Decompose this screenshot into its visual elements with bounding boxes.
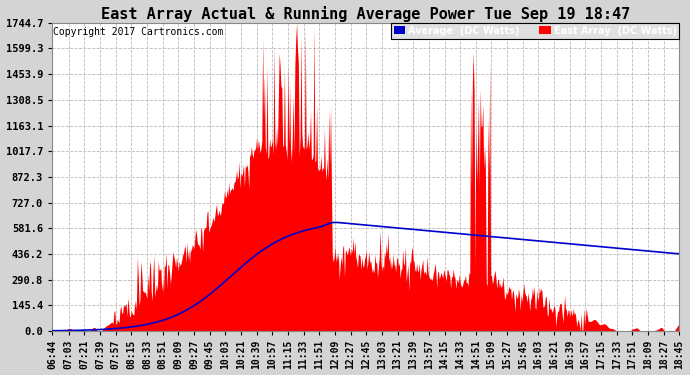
- Title: East Array Actual & Running Average Power Tue Sep 19 18:47: East Array Actual & Running Average Powe…: [101, 6, 631, 21]
- Legend: Average  (DC Watts), East Array  (DC Watts): Average (DC Watts), East Array (DC Watts…: [391, 23, 680, 39]
- Text: Copyright 2017 Cartronics.com: Copyright 2017 Cartronics.com: [53, 27, 224, 38]
